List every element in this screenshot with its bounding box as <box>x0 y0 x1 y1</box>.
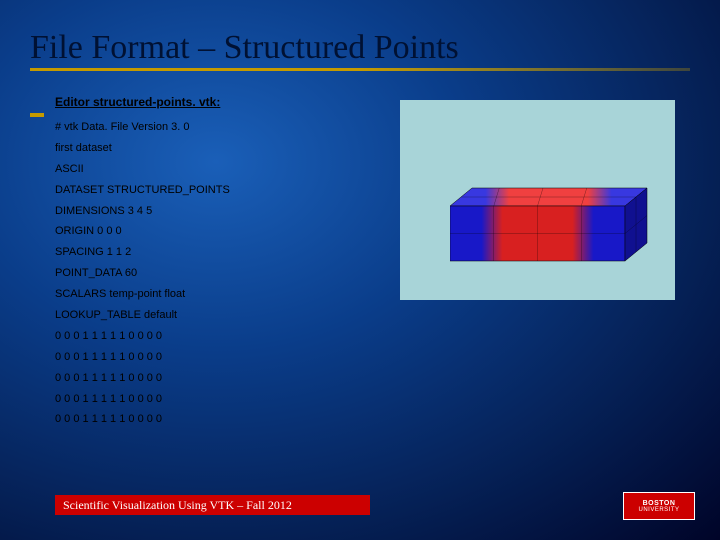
slide-title: File Format – Structured Points <box>30 29 459 67</box>
code-line: DATASET STRUCTURED_POINTS <box>55 180 375 201</box>
code-line: 0 0 0 1 1 1 1 1 0 0 0 0 <box>55 409 375 430</box>
footer-text: Scientific Visualization Using VTK – Fal… <box>63 498 292 513</box>
logo-line1: BOSTON <box>643 500 676 507</box>
code-line: SCALARS temp-point float <box>55 284 375 305</box>
title-underline <box>30 68 690 71</box>
code-line: DIMENSIONS 3 4 5 <box>55 201 375 222</box>
editor-heading: Editor structured-points. vtk: <box>55 95 375 109</box>
boston-university-logo: BOSTON UNIVERSITY <box>623 492 695 520</box>
code-line: LOOKUP_TABLE default <box>55 305 375 326</box>
logo-line2: UNIVERSITY <box>638 507 679 513</box>
footer-bar: Scientific Visualization Using VTK – Fal… <box>55 495 370 515</box>
code-line: ORIGIN 0 0 0 <box>55 221 375 242</box>
code-block: # vtk Data. File Version 3. 0first datas… <box>55 117 375 430</box>
visualization-image <box>400 100 675 300</box>
code-line: 0 0 0 1 1 1 1 1 0 0 0 0 <box>55 389 375 410</box>
content-area: Editor structured-points. vtk: # vtk Dat… <box>55 95 375 430</box>
code-line: first dataset <box>55 138 375 159</box>
code-line: SPACING 1 1 2 <box>55 242 375 263</box>
code-line: # vtk Data. File Version 3. 0 <box>55 117 375 138</box>
code-line: 0 0 0 1 1 1 1 1 0 0 0 0 <box>55 347 375 368</box>
structured-points-box <box>450 170 670 280</box>
accent-bar <box>30 113 44 117</box>
code-line: 0 0 0 1 1 1 1 1 0 0 0 0 <box>55 326 375 347</box>
code-line: ASCII <box>55 159 375 180</box>
slide-title-bar: File Format – Structured Points <box>30 25 690 70</box>
code-line: 0 0 0 1 1 1 1 1 0 0 0 0 <box>55 368 375 389</box>
code-line: POINT_DATA 60 <box>55 263 375 284</box>
